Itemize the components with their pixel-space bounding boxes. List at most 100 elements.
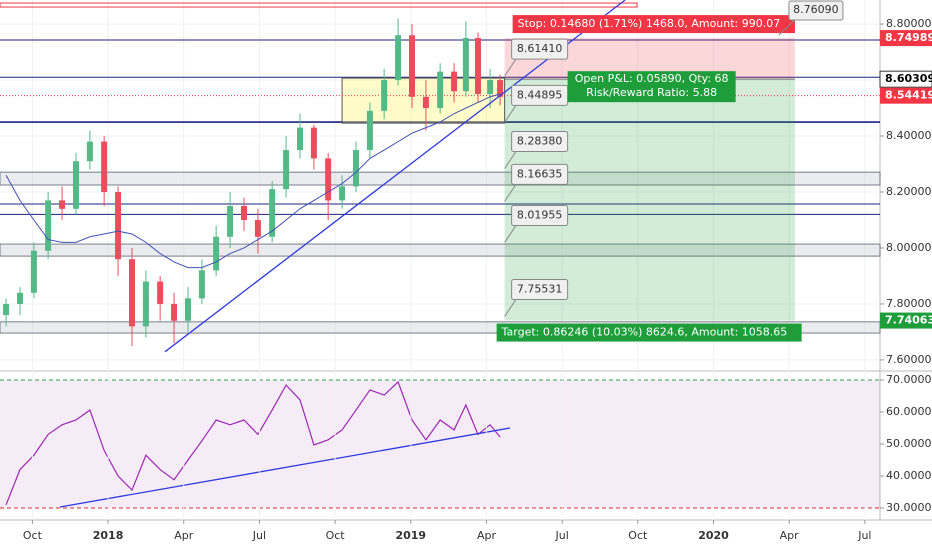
y-tick-label: 40.0000 <box>886 469 932 482</box>
x-tick-label: Oct <box>23 529 43 542</box>
stop-label: Stop: 0.14680 (1.71%) 1468.0, Amount: 99… <box>518 17 781 30</box>
axis-tag-label: 7.74063 <box>885 314 932 327</box>
candle-body <box>115 191 122 260</box>
x-tick-label: 2020 <box>698 529 729 542</box>
x-tick-label: Apr <box>477 529 497 542</box>
zone <box>0 243 881 257</box>
candle-body <box>198 270 205 299</box>
axis-tag-label: 8.54419 <box>885 89 932 102</box>
x-tick-label: Apr <box>780 529 800 542</box>
x-tick-label: Oct <box>326 529 346 542</box>
candle-body <box>487 80 494 95</box>
x-tick-label: Jul <box>252 529 266 542</box>
candle-body <box>352 150 359 187</box>
moving-average <box>5 93 501 269</box>
fib-label: 8.61410 <box>517 42 563 55</box>
candle-body <box>366 110 373 151</box>
rsi-trendline <box>59 427 511 508</box>
y-tick-label: 30.0000 <box>886 501 932 514</box>
y-tick-label: 8.20000 <box>886 185 932 198</box>
x-tick-label: Jul <box>555 529 569 542</box>
candle-body <box>462 38 469 92</box>
candle-body <box>395 35 402 81</box>
fib-label-box <box>511 131 569 153</box>
zone <box>0 171 881 186</box>
fib-label-box <box>511 205 569 227</box>
candle-body <box>86 141 93 162</box>
fib-pointer <box>504 183 518 202</box>
candle-body <box>325 158 332 201</box>
candle-body <box>101 141 108 192</box>
candle-body <box>339 186 346 201</box>
axis-tag <box>879 70 932 88</box>
candle-body <box>128 259 135 327</box>
candle-body <box>157 281 164 304</box>
fib-pointer <box>504 104 518 123</box>
callout-label: 8.76090 <box>793 3 839 16</box>
rsi-line <box>5 380 501 506</box>
y-tick-label: 7.60000 <box>886 353 932 366</box>
candle-body <box>437 71 444 109</box>
pnl-label: Open P&L: 0.05890, Qty: 68 <box>575 72 729 85</box>
fib-label-box <box>511 38 569 60</box>
fib-label: 8.28380 <box>517 135 563 148</box>
candle-body <box>240 205 247 220</box>
fib-label-box <box>511 278 569 300</box>
fib-pointer <box>504 298 518 317</box>
fib-pointer <box>504 224 518 243</box>
candle-body <box>422 96 429 109</box>
x-tick-label: 2018 <box>93 529 124 542</box>
candle-body <box>72 161 79 209</box>
axis-tag-label: 8.60309 <box>885 72 932 85</box>
fib-label: 7.75531 <box>517 282 563 295</box>
pnl-label-box <box>567 71 736 103</box>
y-tick-label: 50.0000 <box>886 437 932 450</box>
candle-body <box>269 189 276 237</box>
target-label: Target: 0.86246 (10.03%) 8624.6, Amount:… <box>501 326 788 339</box>
candle-body <box>497 80 504 97</box>
candle-body <box>142 281 149 327</box>
resistance-line <box>0 2 638 8</box>
candle-body <box>451 71 458 92</box>
candle-body <box>30 250 37 293</box>
candle-body <box>59 200 66 209</box>
stop-label-box <box>512 15 795 34</box>
y-tick-label: 60.0000 <box>886 405 932 418</box>
x-tick-label: Apr <box>174 529 194 542</box>
rsi-band <box>0 380 880 508</box>
y-tick-label: 8.80000 <box>886 17 932 30</box>
fib-label: 8.16635 <box>517 167 563 180</box>
fib-pointer <box>504 57 518 77</box>
candle-body <box>474 38 481 95</box>
candle-body <box>3 303 10 316</box>
axis-tag <box>880 30 932 47</box>
candle-body <box>184 298 191 321</box>
fib-label: 8.01955 <box>517 209 563 222</box>
candle-body <box>381 80 388 111</box>
candle-body <box>16 292 23 304</box>
candle-body <box>296 127 303 151</box>
y-tick-label: 8.00000 <box>886 241 932 254</box>
fib-label: 8.44895 <box>517 88 563 101</box>
y-tick-label: 7.80000 <box>886 297 932 310</box>
candle-body <box>408 35 415 97</box>
candle-body <box>45 200 52 251</box>
y-tick-label: 8.40000 <box>886 129 932 142</box>
candle-body <box>213 236 220 271</box>
candle-body <box>310 127 317 159</box>
axis-tag <box>880 312 932 329</box>
x-tick-label: Oct <box>628 529 648 542</box>
ratio-label: Risk/Reward Ratio: 5.88 <box>586 86 717 99</box>
callout-box <box>788 0 844 21</box>
candle-body <box>171 303 178 321</box>
target-label-box <box>496 323 802 342</box>
candle-body <box>283 150 290 190</box>
candle-body <box>227 205 234 237</box>
x-tick-label: 2019 <box>395 529 426 542</box>
fib-pointer <box>504 150 518 169</box>
y-tick-label: 70.0000 <box>886 373 932 386</box>
x-tick-label: Jul <box>857 529 871 542</box>
axis-tag-label: 8.74989 <box>885 31 932 44</box>
candle-body <box>254 219 261 237</box>
